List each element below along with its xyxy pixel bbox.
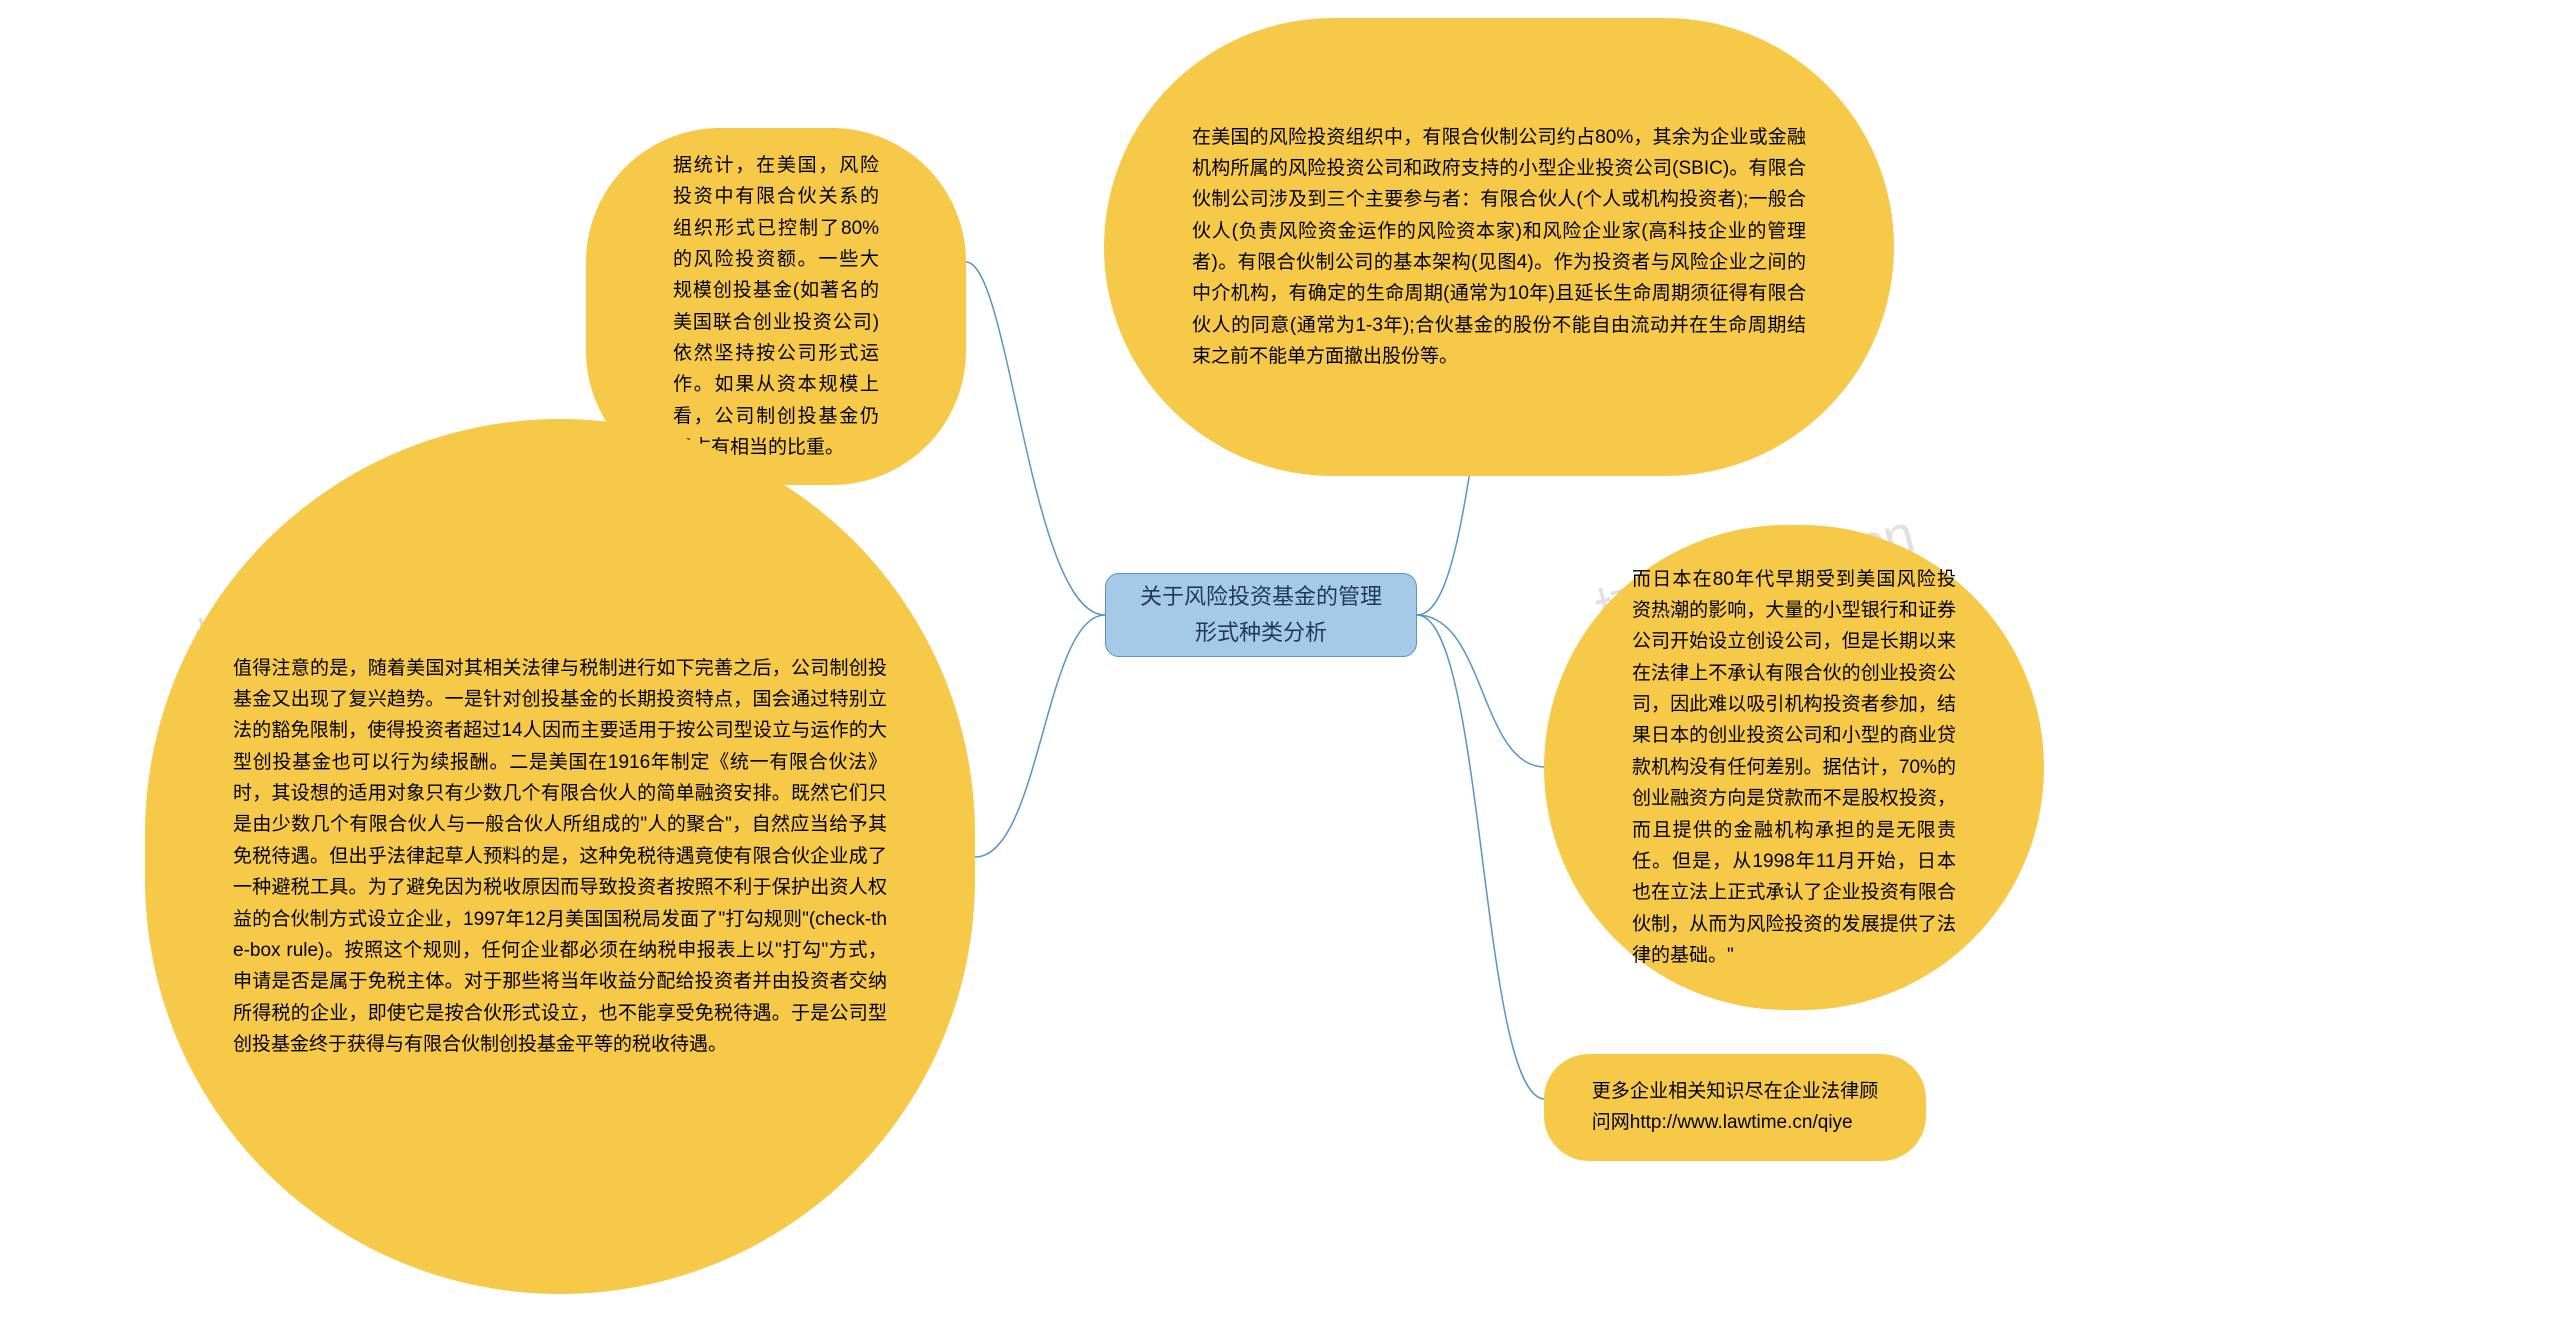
connector (1417, 615, 1545, 1099)
mindmap-node-us-tax-law-revival[interactable]: 值得注意的是，随着美国对其相关法律与税制进行如下完善之后，公司制创投基金又出现了… (145, 419, 975, 1294)
mindmap-node-us-limited-partnership-structure[interactable]: 在美国的风险投资组织中，有限合伙制公司约占80%，其余为企业或金融机构所属的风险… (1104, 18, 1894, 476)
node-text: 在美国的风险投资组织中，有限合伙制公司约占80%，其余为企业或金融机构所属的风险… (1192, 122, 1806, 373)
node-text: 据统计，在美国，风险投资中有限合伙关系的组织形式已控制了80%的风险投资额。一些… (673, 150, 879, 463)
connector (966, 262, 1105, 615)
mindmap-root-label: 关于风险投资基金的管理形式种类分析 (1134, 579, 1388, 652)
node-text: 更多企业相关知识尽在企业法律顾问网http://www.lawtime.cn/q… (1592, 1076, 1878, 1139)
mindmap-node-more-info-link[interactable]: 更多企业相关知识尽在企业法律顾问网http://www.lawtime.cn/q… (1544, 1054, 1926, 1161)
connector (975, 615, 1105, 857)
connector (1417, 615, 1545, 767)
mindmap-node-japan-vc-history[interactable]: 而日本在80年代早期受到美国风险投资热潮的影响，大量的小型银行和证券公司开始设立… (1544, 525, 2044, 1010)
node-text: 而日本在80年代早期受到美国风险投资热潮的影响，大量的小型银行和证券公司开始设立… (1632, 564, 1956, 971)
node-text: 值得注意的是，随着美国对其相关法律与税制进行如下完善之后，公司制创投基金又出现了… (233, 653, 887, 1060)
mindmap-root[interactable]: 关于风险投资基金的管理形式种类分析 (1105, 573, 1417, 657)
